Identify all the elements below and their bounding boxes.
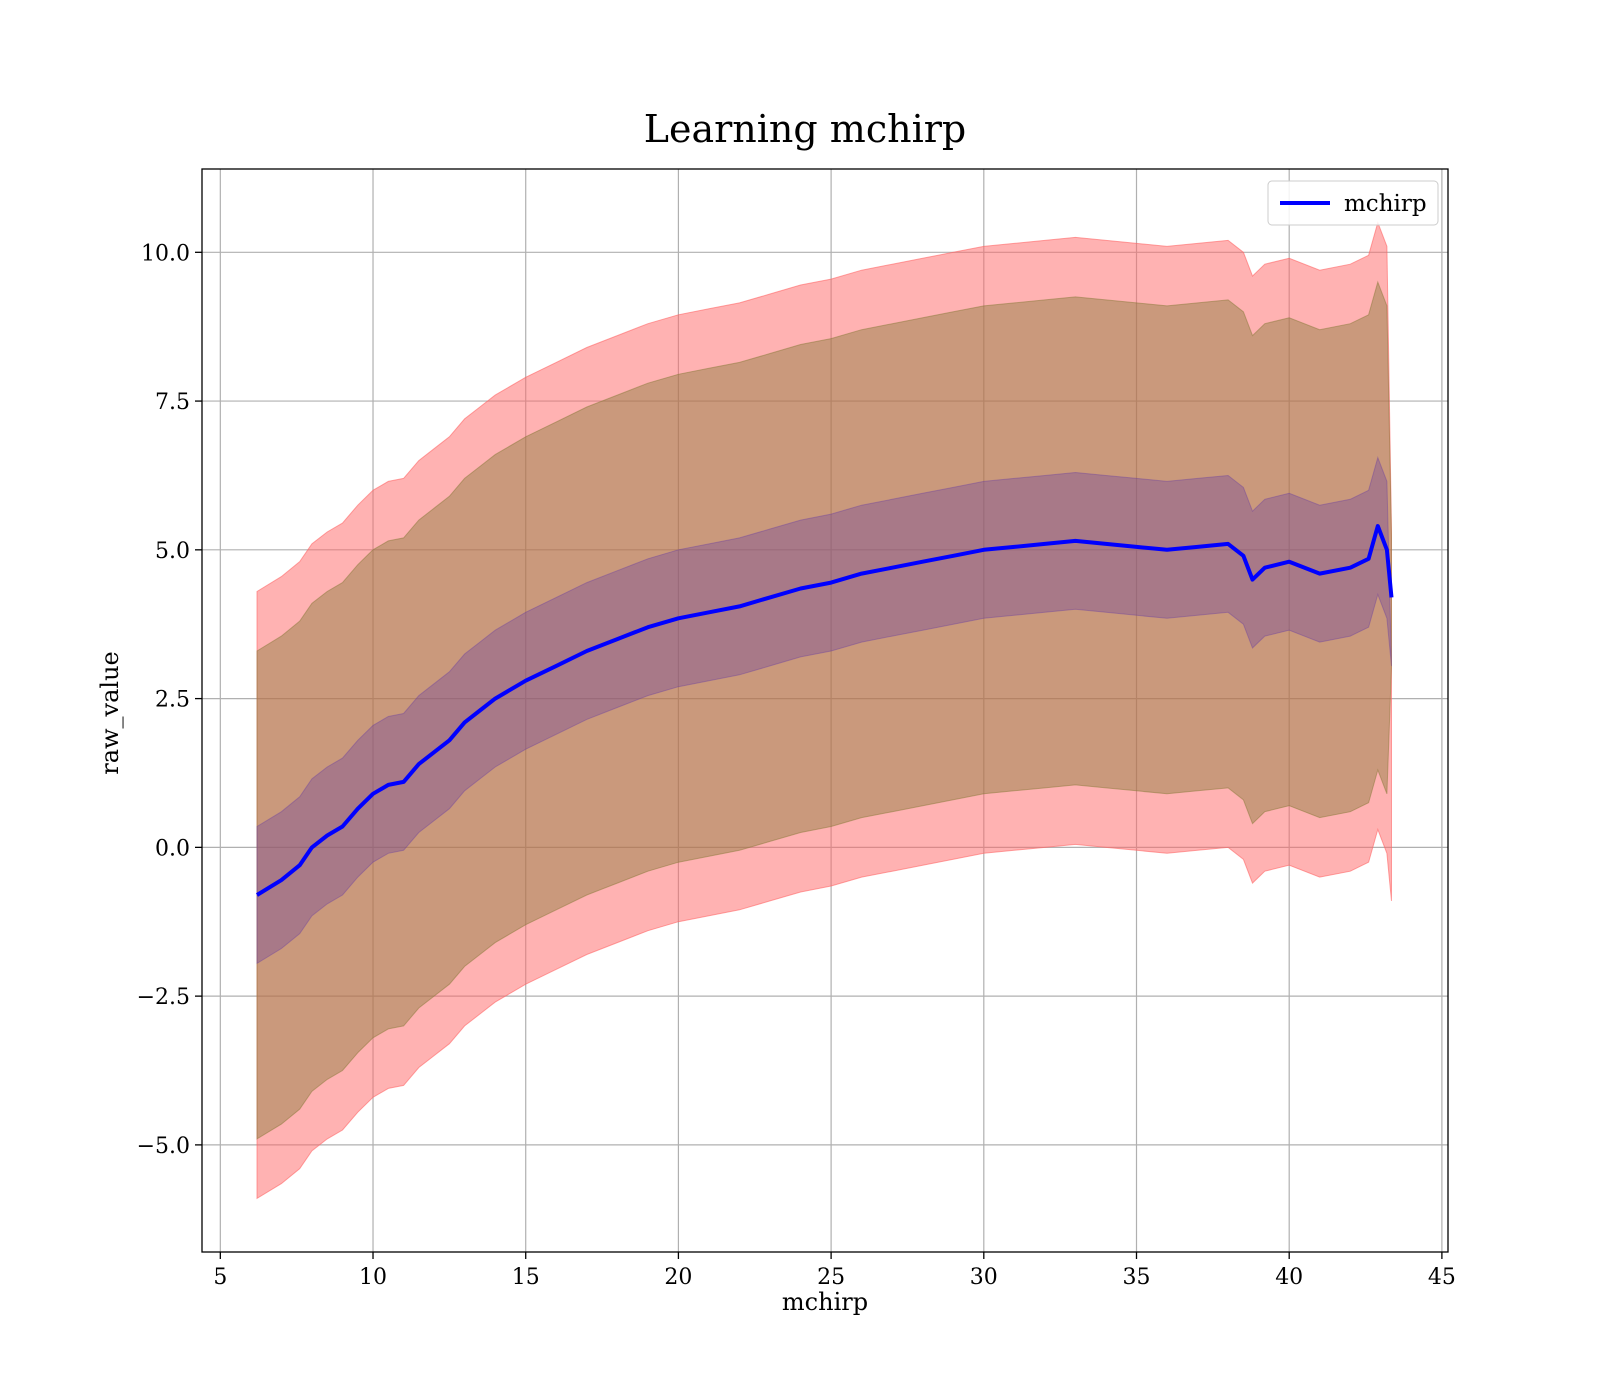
- plot-area: 5 10 15 20 25 30 35 40 45 −5.0 −2.5 0.0 2.5 5.0 7.5 10.…: [137, 168, 1456, 1290]
- x-tick-label-0: 5: [213, 1265, 227, 1290]
- plot-frame: [201, 168, 1449, 1253]
- legend-label-mchirp: mchirp: [1344, 191, 1427, 217]
- x-tick-label-8: 45: [1428, 1265, 1456, 1290]
- x-tick-label-6: 35: [1123, 1265, 1151, 1290]
- y-tick-label-1: −2.5: [137, 985, 190, 1010]
- x-tick-label-3: 20: [664, 1265, 692, 1290]
- x-tick-label-7: 40: [1275, 1265, 1303, 1290]
- series-line-mchirp: [255, 524, 1394, 897]
- x-axis-label: mchirp: [782, 1288, 868, 1316]
- y-tick-label-3: 2.5: [155, 688, 190, 713]
- y-tick-label-5: 7.5: [155, 390, 190, 415]
- x-tick-label-4: 25: [817, 1265, 845, 1290]
- x-tick-label-5: 30: [970, 1265, 998, 1290]
- band-3sigma: [256, 221, 1392, 1200]
- y-tick-label-6: 10.0: [141, 241, 190, 266]
- y-axis-label: raw_value: [96, 651, 124, 775]
- band-2sigma: [256, 280, 1392, 1140]
- x-tick-label-1: 10: [359, 1265, 387, 1290]
- x-tick-label-2: 15: [512, 1265, 540, 1290]
- y-tick-label-2: 0.0: [155, 836, 190, 861]
- y-tick-label-0: −5.0: [137, 1134, 190, 1159]
- band-1sigma: [256, 456, 1392, 965]
- chart-title: Learning mchirp: [644, 107, 966, 151]
- y-tick-label-4: 5.0: [155, 539, 190, 564]
- legend-box: [1267, 180, 1439, 226]
